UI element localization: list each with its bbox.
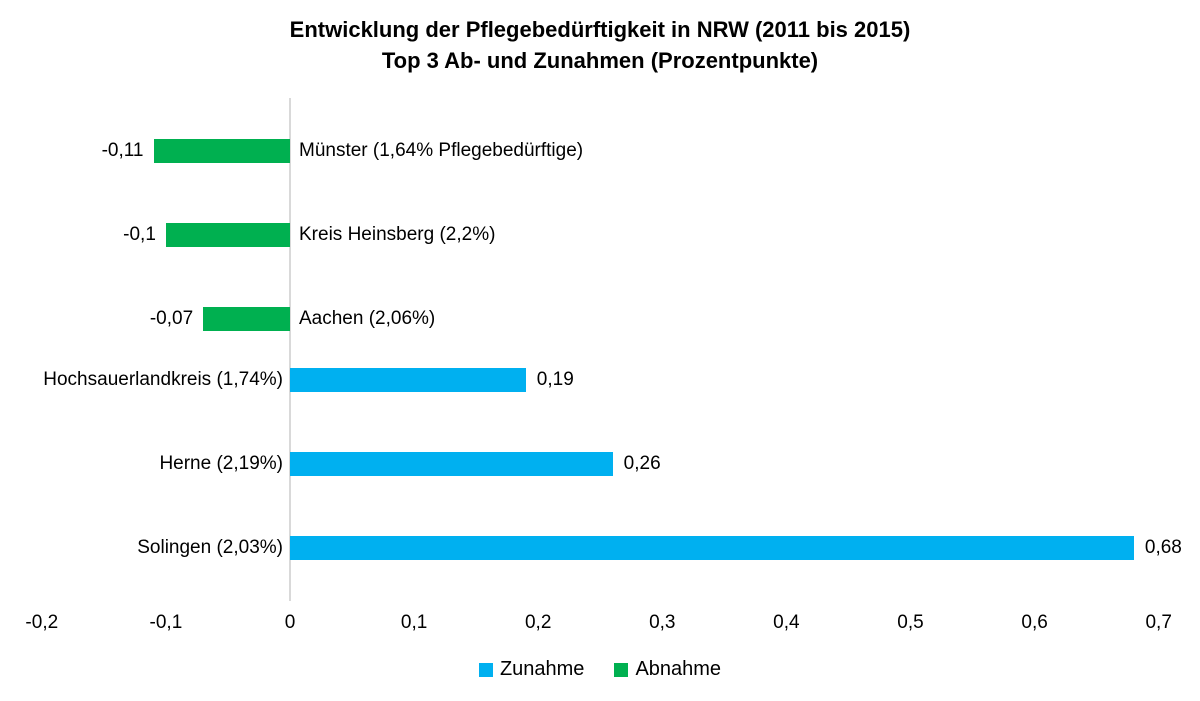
value-label: -0,07 bbox=[149, 308, 194, 329]
category-label: Aachen (2,06%) bbox=[299, 308, 436, 329]
chart-title: Entwicklung der Pflegebedürftigkeit in N… bbox=[0, 14, 1200, 76]
x-tick-label: 0,1 bbox=[400, 612, 428, 633]
bar-abnahme bbox=[165, 223, 290, 247]
zero-axis-line bbox=[289, 98, 291, 601]
value-label: 0,19 bbox=[536, 369, 574, 390]
category-label: Solingen (2,03%) bbox=[137, 537, 283, 558]
legend-item-zunahme: Zunahme bbox=[478, 658, 585, 681]
value-label: -0,1 bbox=[123, 224, 156, 245]
chart-title-line2: Top 3 Ab- und Zunahmen (Prozentpunkte) bbox=[381, 48, 819, 73]
x-tick-label: 0,2 bbox=[524, 612, 552, 633]
category-label: Kreis Heinsberg (2,2%) bbox=[299, 224, 496, 245]
legend-label: Abnahme bbox=[635, 658, 722, 680]
x-tick-label: 0,4 bbox=[773, 612, 800, 633]
legend-item-abnahme: Abnahme bbox=[614, 658, 721, 681]
x-tick-label: 0,6 bbox=[1021, 612, 1048, 633]
bar-zunahme bbox=[290, 536, 1134, 560]
category-label: Münster (1,64% Pflegebedürftige) bbox=[299, 140, 584, 161]
x-tick-label: 0,5 bbox=[897, 612, 924, 633]
x-tick-label: 0,7 bbox=[1145, 612, 1172, 633]
bar-abnahme bbox=[153, 139, 290, 163]
x-tick-label: 0,3 bbox=[649, 612, 676, 633]
x-tick-label: -0,2 bbox=[25, 612, 59, 633]
chart-legend: Zunahme Abnahme bbox=[0, 658, 1200, 681]
legend-label: Zunahme bbox=[499, 658, 585, 680]
legend-swatch-icon bbox=[614, 662, 629, 677]
value-label: -0,11 bbox=[101, 140, 144, 161]
bar-zunahme bbox=[290, 368, 526, 392]
category-label: Hochsauerlandkreis (1,74%) bbox=[43, 369, 283, 390]
x-tick-label: -0,1 bbox=[149, 612, 183, 633]
value-label: 0,26 bbox=[623, 453, 661, 474]
category-label: Herne (2,19%) bbox=[159, 453, 283, 474]
legend-swatch-icon bbox=[478, 662, 493, 677]
bar-abnahme bbox=[203, 307, 290, 331]
bar-zunahme bbox=[290, 452, 613, 476]
value-label: 0,68 bbox=[1144, 537, 1182, 558]
x-tick-label: 0 bbox=[284, 612, 296, 633]
chart-title-line1: Entwicklung der Pflegebedürftigkeit in N… bbox=[289, 17, 911, 42]
